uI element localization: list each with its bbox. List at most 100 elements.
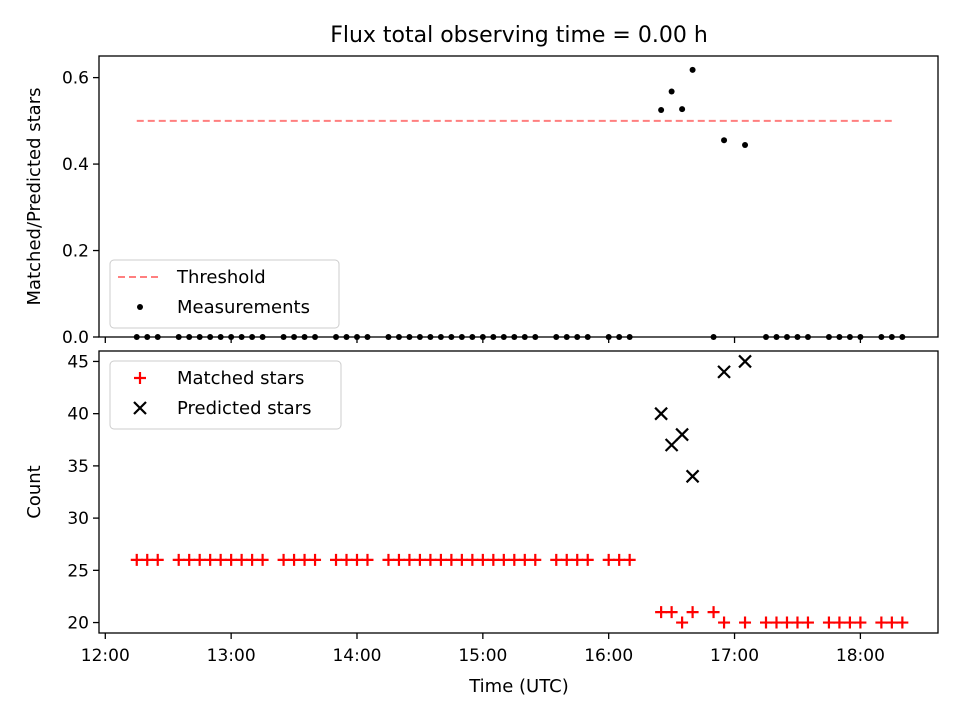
matched-star-marker — [718, 616, 731, 629]
legend: Matched stars Predicted stars — [109, 360, 342, 430]
y-tick-label: 45 — [67, 352, 89, 372]
matched-star-marker — [340, 553, 353, 566]
predicted-star-marker — [685, 469, 700, 484]
predicted-star-marker — [675, 427, 689, 442]
matched-star-marker — [770, 616, 783, 629]
matched-star-marker — [183, 553, 196, 566]
matched-star-marker — [529, 553, 542, 566]
legend-label: Matched stars — [177, 368, 304, 389]
x-tick-label: 14:00 — [332, 646, 381, 666]
chart-title: Flux total observing time = 0.00 h — [330, 23, 708, 48]
matched-star-marker — [822, 616, 835, 629]
y-tick-label: 35 — [67, 457, 89, 477]
matched-star-marker — [434, 553, 447, 566]
matched-star-marker — [497, 553, 510, 566]
legend-plus-swatch — [134, 372, 146, 384]
measurement-point — [679, 106, 686, 113]
axes-frame — [98, 350, 939, 634]
y-tick-label: 0.2 — [62, 242, 89, 262]
predicted-star-marker — [664, 438, 679, 452]
matched-star-marker — [225, 553, 238, 566]
matched-star-marker — [518, 553, 531, 566]
measurement-point — [668, 88, 675, 95]
y-tick-label: 0.4 — [62, 155, 89, 175]
matched-star-marker — [602, 553, 615, 566]
matched-star-marker — [581, 553, 594, 566]
measurement-point — [721, 137, 728, 144]
matched-star-marker — [739, 616, 752, 629]
matched-star-marker — [193, 553, 206, 566]
y-tick-label: 0.0 — [62, 328, 89, 348]
x-tick-label: 15:00 — [458, 646, 507, 666]
measurement-point — [689, 66, 696, 73]
matched-star-marker — [298, 553, 311, 566]
matched-star-marker — [413, 553, 426, 566]
matched-star-marker — [288, 553, 301, 566]
matched-star-marker — [445, 553, 458, 566]
y-tick-label: 40 — [67, 405, 89, 425]
legend-label: Predicted stars — [177, 398, 311, 419]
matched-star-marker — [214, 553, 227, 566]
matched-star-marker — [780, 616, 793, 629]
matched-star-marker — [833, 616, 846, 629]
matched-star-marker — [455, 553, 468, 566]
matched-star-marker — [382, 553, 395, 566]
matched-star-marker — [665, 606, 678, 619]
legend-label: Measurements — [177, 297, 310, 318]
legend: Threshold Measurements — [109, 259, 340, 329]
matched-star-marker — [466, 553, 479, 566]
x-tick-label: 18:00 — [836, 646, 885, 666]
matched-star-marker — [707, 606, 720, 619]
y-tick-label: 30 — [67, 509, 89, 529]
matched-star-marker — [277, 553, 290, 566]
predicted-star-marker — [717, 365, 731, 379]
axes-frame — [98, 55, 939, 338]
matched-star-marker — [843, 616, 856, 629]
matched-star-marker — [172, 553, 185, 566]
legend-x-swatch — [133, 401, 147, 415]
count-plot: 20 25 30 35 40 45 12:00 13:00 14:00 15:00 16:00 17:… — [24, 350, 939, 666]
y-tick-label: 20 — [67, 614, 89, 634]
measurement-point — [742, 142, 749, 149]
matched-star-marker — [623, 553, 636, 566]
matched-star-marker — [854, 616, 867, 629]
matched-star-marker — [309, 553, 322, 566]
x-tick-label: 17:00 — [710, 646, 759, 666]
matched-star-marker — [676, 616, 689, 629]
ratio-plot: 0.0 0.2 0.4 0.6 Matched/Predicted stars Thres… — [24, 55, 939, 348]
legend-dot-swatch — [137, 304, 143, 310]
matched-star-marker — [613, 553, 626, 566]
matched-star-marker — [235, 553, 248, 566]
matched-star-marker — [141, 553, 154, 566]
matched-star-marker — [560, 553, 573, 566]
matched-star-marker — [875, 616, 888, 629]
legend-box — [109, 259, 340, 329]
matched-star-marker — [550, 553, 563, 566]
matched-star-marker — [246, 553, 259, 566]
matched-star-marker — [686, 606, 699, 619]
x-tick-label: 12:00 — [81, 646, 130, 666]
predicted-star-marker — [738, 354, 752, 369]
y-axis-label: Matched/Predicted stars — [24, 88, 45, 306]
x-tick-label: 13:00 — [207, 646, 256, 666]
matched-star-marker — [571, 553, 584, 566]
legend-box — [109, 360, 342, 430]
matched-star-marker — [791, 616, 804, 629]
matched-star-marker — [801, 616, 814, 629]
matched-star-marker — [403, 553, 416, 566]
matched-star-marker — [130, 553, 143, 566]
measurement-point — [658, 107, 665, 114]
matched-star-marker — [361, 553, 374, 566]
x-tick-label: 16:00 — [584, 646, 633, 666]
matched-star-marker — [476, 553, 489, 566]
matched-star-marker — [896, 616, 909, 629]
matched-star-marker — [508, 553, 521, 566]
y-tick-label: 0.6 — [62, 69, 89, 89]
matched-star-marker — [655, 606, 668, 619]
matched-star-marker — [151, 553, 164, 566]
y-tick-label: 25 — [67, 561, 89, 581]
matched-star-marker — [204, 553, 217, 566]
matched-star-marker — [487, 553, 500, 566]
matched-star-marker — [885, 616, 898, 629]
